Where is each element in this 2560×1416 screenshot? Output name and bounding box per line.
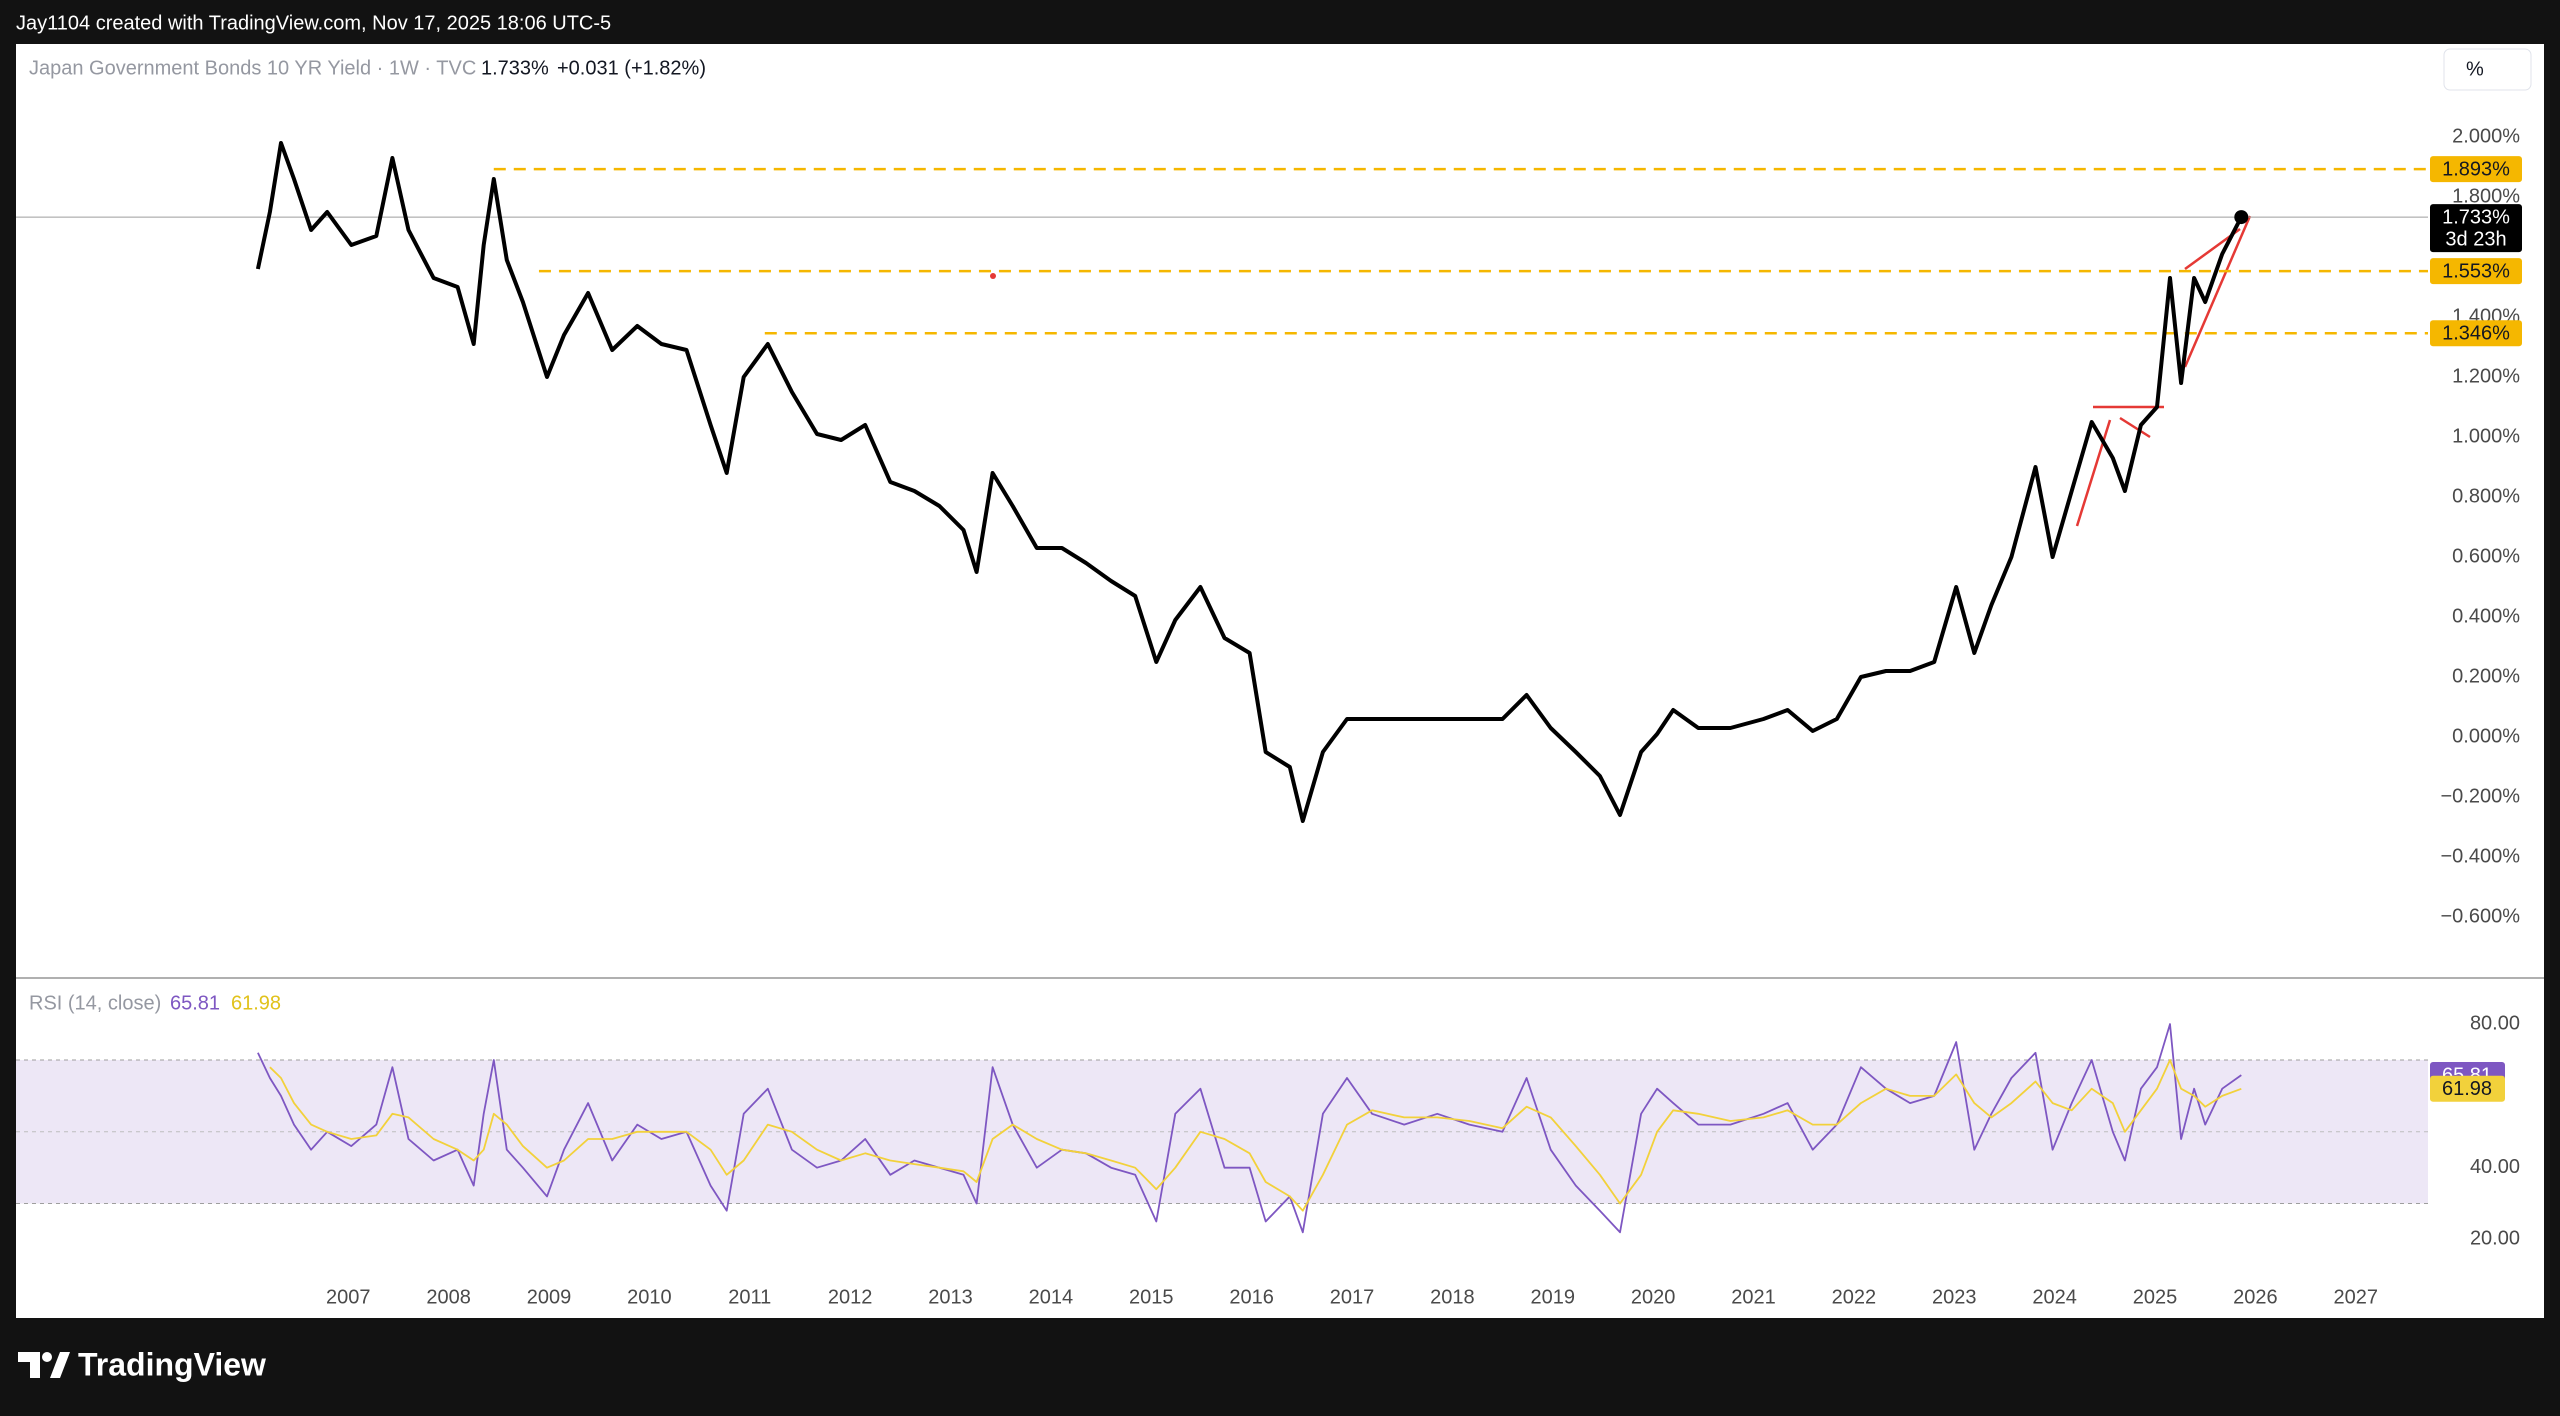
x-tick-label: 2013 bbox=[928, 1286, 973, 1308]
value-badge-label: 61.98 bbox=[2442, 1078, 2492, 1100]
scale-label[interactable]: % bbox=[2466, 58, 2484, 80]
level-badge bbox=[2430, 156, 2522, 183]
y-tick-label: 2.000% bbox=[2452, 125, 2520, 147]
level-label: 1.346% bbox=[2442, 322, 2510, 344]
trend-line bbox=[2119, 416, 2151, 439]
y-tick-label: −0.600% bbox=[2440, 905, 2520, 927]
symbol: Japan Government Bonds 10 YR Yield · 1W … bbox=[29, 57, 476, 79]
x-tick-label: 2010 bbox=[627, 1286, 672, 1308]
x-tick-label: 2019 bbox=[1530, 1286, 1575, 1308]
x-tick-label: 2014 bbox=[1029, 1286, 1074, 1308]
y-tick-label: 20.00 bbox=[2470, 1228, 2520, 1250]
x-tick-label: 2024 bbox=[2032, 1286, 2077, 1308]
x-tick-label: 2023 bbox=[1932, 1286, 1977, 1308]
y-tick-label: 80.00 bbox=[2470, 1012, 2520, 1034]
x-tick-label: 2021 bbox=[1731, 1286, 1776, 1308]
brand-logo: TradingView bbox=[18, 1346, 266, 1382]
x-tick-label: 2027 bbox=[2333, 1286, 2378, 1308]
x-tick-label: 2018 bbox=[1430, 1286, 1475, 1308]
annotation-dot bbox=[990, 273, 996, 279]
y-tick-label: −0.200% bbox=[2440, 785, 2520, 807]
last-point bbox=[2234, 210, 2249, 225]
x-tick-label: 2025 bbox=[2133, 1286, 2178, 1308]
y-tick-label: 0.800% bbox=[2452, 485, 2520, 507]
logo-mark bbox=[50, 1352, 70, 1378]
x-tick-label: 2017 bbox=[1330, 1286, 1375, 1308]
last-badge-label: 1.733% bbox=[2442, 206, 2510, 228]
y-tick-label: 0.200% bbox=[2452, 665, 2520, 687]
x-tick-label: 2016 bbox=[1229, 1286, 1274, 1308]
y-tick-label: 40.00 bbox=[2470, 1156, 2520, 1178]
rsi-ma-line bbox=[269, 1059, 2242, 1212]
level-badge bbox=[2430, 320, 2522, 347]
level-label: 1.893% bbox=[2442, 158, 2510, 180]
y-tick-label: 1.800% bbox=[2452, 185, 2520, 207]
scale-button[interactable] bbox=[2443, 48, 2532, 91]
rsi-value: 65.81 bbox=[170, 992, 220, 1014]
rsi-ma-value: 61.98 bbox=[231, 992, 281, 1014]
rsi-title: RSI (14, close) bbox=[29, 992, 161, 1014]
last: 1.733% bbox=[481, 57, 549, 79]
x-tick-label: 2020 bbox=[1631, 1286, 1676, 1308]
rsi-line bbox=[257, 1023, 2242, 1234]
trend-line bbox=[2183, 215, 2252, 368]
x-tick-label: 2008 bbox=[426, 1286, 471, 1308]
x-tick-label: 2022 bbox=[1832, 1286, 1877, 1308]
y-tick-label: 0.600% bbox=[2452, 545, 2520, 567]
logo-mark bbox=[18, 1352, 40, 1378]
countdown: 3d 23h bbox=[2445, 228, 2506, 250]
y-tick-label: 0.000% bbox=[2452, 725, 2520, 747]
change: +0.031 (+1.82%) bbox=[557, 57, 706, 79]
y-tick-label: 0.400% bbox=[2452, 605, 2520, 627]
plot: 2.000%1.800%1.400%1.200%1.000%0.800%0.60… bbox=[16, 125, 2522, 1308]
y-tick-label: 1.200% bbox=[2452, 365, 2520, 387]
last-badge bbox=[2430, 204, 2522, 253]
value-badge bbox=[2430, 1075, 2505, 1102]
x-tick-label: 2012 bbox=[828, 1286, 873, 1308]
x-tick-label: 2007 bbox=[326, 1286, 371, 1308]
trend-line bbox=[2075, 419, 2112, 527]
y-tick-label: −0.400% bbox=[2440, 845, 2520, 867]
level-label: 1.553% bbox=[2442, 260, 2510, 282]
credit: Jay1104 created with TradingView.com, No… bbox=[16, 12, 611, 34]
logo-mark bbox=[42, 1352, 52, 1362]
legend: Japan Government Bonds 10 YR Yield · 1W … bbox=[29, 57, 706, 79]
price-line bbox=[255, 141, 2244, 823]
x-tick-label: 2011 bbox=[728, 1286, 771, 1308]
level-badge bbox=[2430, 258, 2522, 285]
brand: TradingView bbox=[78, 1346, 266, 1382]
y-tick-label: 1.000% bbox=[2452, 425, 2520, 447]
x-tick-label: 2009 bbox=[527, 1286, 572, 1308]
x-tick-label: 2015 bbox=[1129, 1286, 1174, 1308]
x-tick-label: 2026 bbox=[2233, 1286, 2278, 1308]
